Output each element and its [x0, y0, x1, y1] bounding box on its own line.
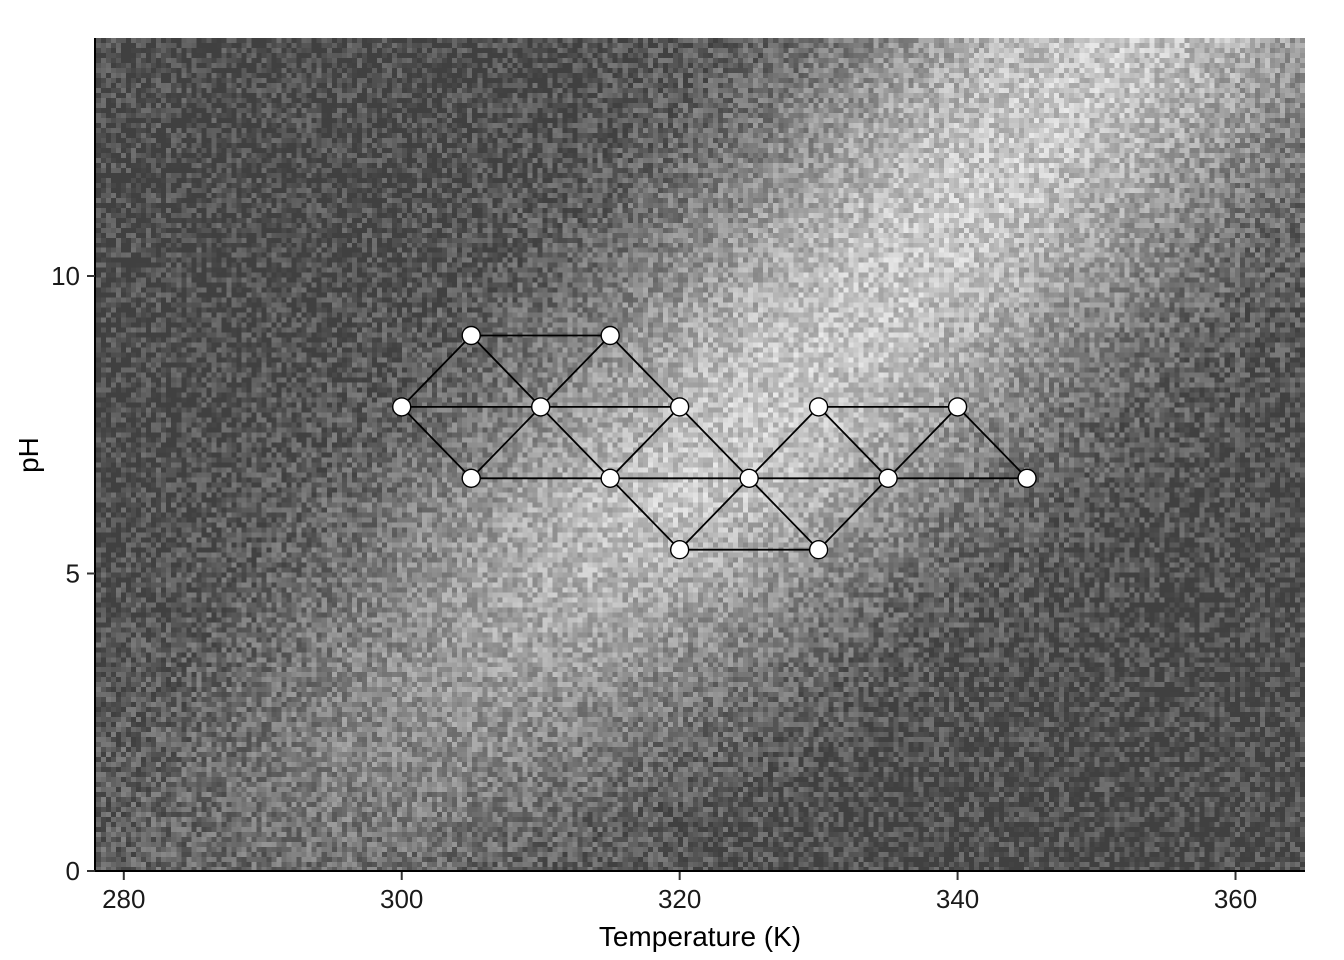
mesh-edges [401, 334, 1028, 551]
mesh-edge [401, 406, 472, 479]
mesh-node [461, 468, 481, 488]
x-tick-label: 320 [658, 884, 701, 914]
mesh-edge [470, 406, 542, 479]
y-axis-ticks: 0 5 10 [51, 261, 95, 886]
mesh-edge [609, 334, 681, 408]
mesh-edge [540, 334, 611, 408]
mesh-node [530, 397, 551, 417]
mesh-node [600, 468, 620, 488]
mesh-edge [956, 406, 1028, 479]
y-tick-label: 5 [66, 559, 80, 589]
mesh-node [461, 325, 481, 346]
mesh-node [808, 397, 829, 417]
x-tick-label: 360 [1214, 884, 1257, 914]
mesh-node [392, 397, 412, 417]
heatmap-background [96, 38, 1305, 872]
mesh-node [669, 540, 690, 560]
mesh-edge [679, 406, 750, 479]
x-tick-label: 340 [936, 884, 979, 914]
mesh-edge [401, 334, 472, 408]
mesh-node [808, 540, 829, 560]
mesh-node [739, 468, 759, 488]
y-axis-title: pH [13, 437, 44, 473]
x-axis-title: Temperature (K) [599, 921, 801, 952]
mesh-edge [609, 477, 681, 551]
mesh-nodes [392, 325, 1037, 560]
mesh-node [878, 468, 898, 488]
mesh-edge [817, 406, 889, 479]
mesh-edge [609, 406, 681, 479]
y-tick-label: 10 [51, 261, 80, 291]
mesh-edge [748, 406, 820, 479]
mesh-edge [679, 477, 750, 551]
mesh-edge [887, 406, 959, 479]
y-tick-label: 0 [66, 856, 80, 886]
mesh-edge [817, 477, 889, 551]
mesh-edge [470, 334, 542, 408]
x-tick-label: 280 [102, 884, 145, 914]
mesh-edge [540, 406, 611, 479]
mesh-node [600, 325, 620, 346]
x-axis-ticks: 280 300 320 340 360 [102, 872, 1257, 914]
mesh-node [1017, 468, 1037, 488]
mesh-edge [748, 477, 820, 551]
mesh-node [947, 397, 968, 417]
mesh-node [669, 397, 690, 417]
x-tick-label: 300 [380, 884, 423, 914]
